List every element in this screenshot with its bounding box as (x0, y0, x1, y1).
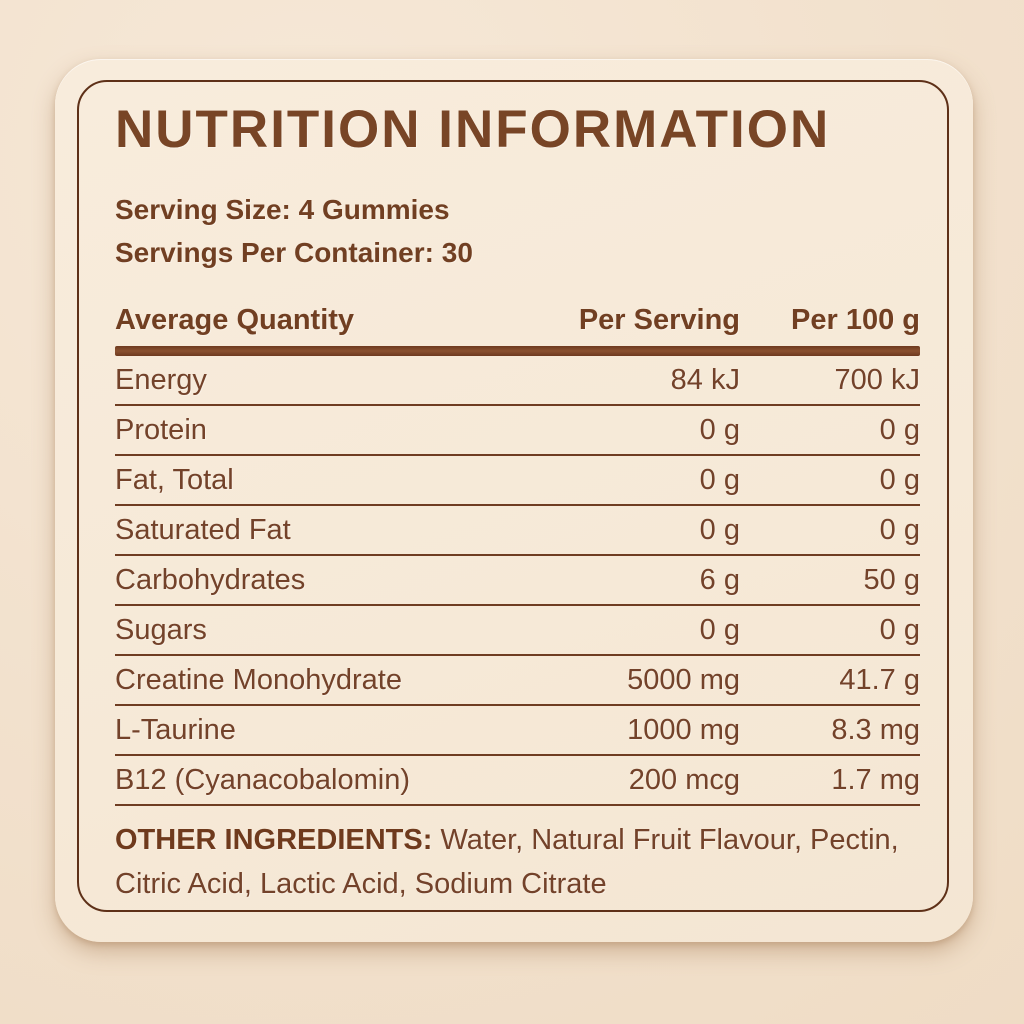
per-serving-value: 0 g (699, 413, 740, 446)
per-serving-value: 200 mcg (628, 763, 740, 796)
nutrition-table: Energy 84 kJ 700 kJ Protein 0 g 0 g Fat,… (115, 356, 920, 806)
per-100g-value: 1.7 mg (831, 763, 920, 796)
serving-size-line: Serving Size: 4 Gummies (115, 194, 450, 225)
per-serving-value: 0 g (699, 613, 740, 646)
per-serving-value: 1000 mg (627, 713, 740, 746)
header-per-100g: Per 100 g (791, 304, 920, 336)
header-per-serving: Per Serving (578, 304, 740, 336)
table-row: Carbohydrates 6 g 50 g (115, 556, 920, 606)
nutrient-name: Protein (115, 413, 207, 446)
per-100g-value: 0 g (879, 463, 920, 496)
nutrition-label-card: NUTRITION INFORMATION Serving Size: 4 Gu… (55, 59, 973, 942)
nutrient-name: Carbohydrates (115, 563, 306, 596)
per-100g-value: 50 g (863, 563, 920, 596)
per-100g-value: 8.3 mg (831, 713, 920, 746)
table-row: Sugars 0 g 0 g (115, 606, 920, 656)
label-content: NUTRITION INFORMATION Serving Size: 4 Gu… (115, 59, 920, 906)
nutrient-name: Creatine Monohydrate (115, 663, 402, 696)
other-ingredients-label: OTHER INGREDIENTS: (115, 824, 433, 856)
per-100g-value: 0 g (879, 513, 920, 546)
nutrient-name: Saturated Fat (115, 513, 291, 546)
nutrient-name: Sugars (115, 613, 207, 646)
per-serving-value: 0 g (699, 513, 740, 546)
table-header-row: Average Quantity Per Serving Per 100 g (115, 304, 920, 336)
table-row: Saturated Fat 0 g 0 g (115, 506, 920, 556)
nutrient-name: Fat, Total (115, 463, 234, 496)
per-serving-value: 6 g (699, 563, 740, 596)
per-100g-value: 41.7 g (839, 663, 920, 696)
table-row: B12 (Cyanacobalomin) 200 mcg 1.7 mg (115, 756, 920, 806)
nutrient-name: B12 (Cyanacobalomin) (115, 763, 410, 796)
table-row: Protein 0 g 0 g (115, 406, 920, 456)
table-row: Energy 84 kJ 700 kJ (115, 356, 920, 406)
servings-per-container-line: Servings Per Container: 30 (115, 237, 473, 268)
per-serving-value: 0 g (699, 463, 740, 496)
header-average-quantity: Average Quantity (115, 304, 355, 336)
header-divider-bar (115, 346, 920, 356)
other-ingredients: OTHER INGREDIENTS: Water, Natural Fruit … (115, 818, 920, 906)
label-title: NUTRITION INFORMATION (115, 100, 831, 159)
per-serving-value: 5000 mg (627, 663, 740, 696)
nutrient-name: Energy (115, 363, 207, 396)
other-ingredients-text: Water, Natural Fruit Flavour, Pectin, Ci… (115, 824, 899, 900)
per-100g-value: 700 kJ (834, 363, 920, 396)
per-serving-value: 84 kJ (670, 363, 740, 396)
table-row: Creatine Monohydrate 5000 mg 41.7 g (115, 656, 920, 706)
nutrient-name: L-Taurine (115, 713, 236, 746)
table-row: L-Taurine 1000 mg 8.3 mg (115, 706, 920, 756)
per-100g-value: 0 g (879, 413, 920, 446)
table-row: Fat, Total 0 g 0 g (115, 456, 920, 506)
per-100g-value: 0 g (879, 613, 920, 646)
